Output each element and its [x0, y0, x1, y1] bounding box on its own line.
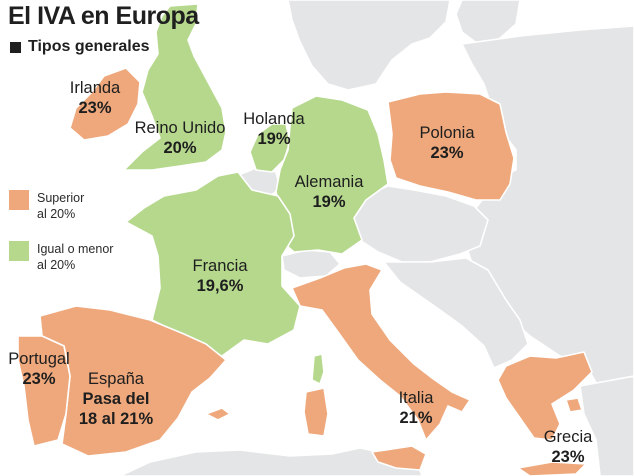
italy-shape [291, 263, 471, 441]
alemania-name: Alemania [294, 173, 364, 191]
portugal-rate: 23% [22, 370, 56, 388]
balearic-shape [205, 407, 231, 421]
greece-shape [497, 351, 593, 441]
ireland-shape [69, 67, 141, 141]
polonia-rate: 23% [430, 144, 464, 162]
turkey-shape [579, 375, 634, 476]
subtitle-text: Tipos generales [28, 38, 150, 55]
uk-shape [123, 3, 227, 171]
balkans-shape [383, 257, 529, 369]
aegean-islands-shape [565, 397, 583, 413]
label-espana: España Pasa del 18 al 21% [79, 370, 153, 429]
reino-unido-name: Reino Unido [134, 119, 226, 137]
central-europe-shape [349, 185, 489, 263]
sicily-shape [371, 445, 427, 471]
grecia-rate: 23% [551, 448, 585, 466]
francia-name: Francia [192, 257, 248, 275]
label-polonia: Polonia 23% [419, 124, 474, 163]
label-holanda: Holanda 19% [243, 110, 304, 149]
legend-superior-swatch [9, 190, 29, 210]
reino-unido-rate: 20% [163, 139, 197, 157]
legend-superior-text: Superior al 20% [37, 190, 84, 222]
label-alemania: Alemania 19% [295, 173, 364, 212]
corsica-shape [311, 353, 325, 385]
label-portugal: Portugal 23% [8, 350, 69, 389]
alemania-rate: 19% [312, 193, 346, 211]
espana-rate-line2: 18 al 21% [78, 410, 154, 428]
italia-rate: 21% [399, 409, 433, 427]
label-grecia: Grecia 23% [544, 428, 593, 467]
holanda-rate: 19% [257, 130, 291, 148]
portugal-shape [17, 335, 71, 447]
legend-igual-menor-swatch [9, 241, 29, 261]
espana-rate-line1: Pasa del [82, 390, 150, 408]
legend-igual-menor: Igual o menor al 20% [9, 241, 113, 273]
germany-shape [275, 95, 389, 255]
label-reino-unido: Reino Unido 20% [135, 119, 226, 158]
label-italia: Italia 21% [399, 389, 434, 428]
grecia-name: Grecia [543, 428, 593, 446]
espana-name: España [88, 370, 144, 388]
legend-superior-line1: Superior [37, 191, 85, 205]
poland-shape [387, 91, 515, 201]
holanda-name: Holanda [243, 110, 305, 128]
france-shape [125, 171, 301, 357]
irlanda-name: Irlanda [69, 79, 121, 97]
crete-shape [517, 461, 587, 476]
legend-superior: Superior al 20% [9, 190, 84, 222]
legend-igual-menor-line2: al 20% [37, 258, 76, 272]
scandinavia-shape [287, 0, 451, 91]
label-francia: Francia 19,6% [192, 257, 247, 296]
sardinia-shape [303, 387, 329, 437]
map-subtitle: Tipos generales [10, 38, 150, 56]
italia-name: Italia [398, 389, 434, 407]
subtitle-square-icon [10, 41, 21, 53]
legend-superior-line2: al 20% [37, 207, 76, 221]
irlanda-rate: 23% [78, 99, 112, 117]
map-title: El IVA en Europa [8, 2, 199, 30]
polonia-name: Polonia [419, 124, 475, 142]
north-africa-shape [119, 447, 423, 476]
francia-rate: 19,6% [196, 277, 244, 295]
legend-igual-menor-line1: Igual o menor [37, 242, 114, 256]
label-irlanda: Irlanda 23% [70, 79, 120, 118]
legend-igual-menor-text: Igual o menor al 20% [37, 241, 113, 273]
portugal-name: Portugal [8, 350, 70, 368]
